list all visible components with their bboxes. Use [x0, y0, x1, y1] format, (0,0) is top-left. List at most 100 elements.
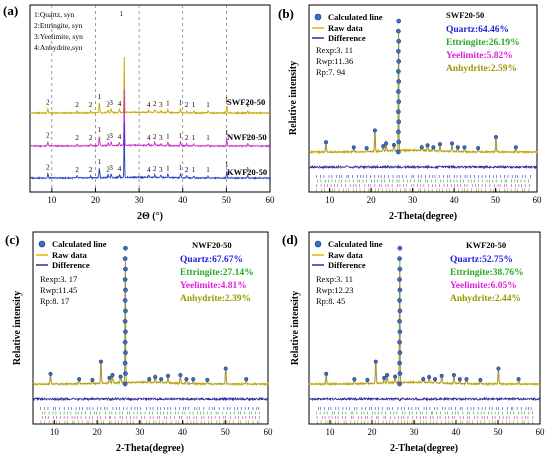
calculated-point: [123, 371, 128, 376]
key-yeelimite: 3:Yeelimite, syn: [34, 32, 83, 41]
peak-id-label: 1: [225, 129, 229, 137]
calculated-point: [391, 142, 397, 147]
calculated-point: [396, 79, 402, 84]
calculated-point: [123, 266, 128, 272]
panel-a-key: 1:Quartz, syn 2:Ettringite, syn 3:Yeelim…: [34, 10, 83, 52]
peak-id-label: 3: [109, 132, 113, 140]
panel-c-traces: [32, 245, 269, 424]
calculated-point: [449, 141, 455, 146]
peak-id-label: 2: [185, 166, 189, 174]
peak-id-label: 3: [159, 134, 163, 142]
calculated-point: [351, 145, 356, 150]
panel-a-tick-label: 20: [91, 195, 101, 205]
calculated-point: [118, 374, 123, 379]
calculated-point: [397, 256, 402, 261]
panel-b-tick-label: 60: [533, 195, 543, 205]
calculated-point: [396, 99, 402, 104]
legend-calculated-line: Calculated line: [328, 239, 383, 249]
phase-anhydrite: Anhydrite:2.39%: [180, 294, 251, 304]
calculated-point: [77, 377, 82, 382]
phase-quartz: Quartz:67.67%: [180, 255, 243, 265]
calculated-point: [191, 377, 196, 382]
panel-c-tick-label: 30: [135, 427, 145, 437]
calculated-point: [373, 359, 378, 364]
peak-id-label: 3: [109, 164, 113, 172]
panel-a-traces: [29, 56, 271, 181]
calculated-point: [431, 145, 436, 150]
phase-quartz: Quartz:52.75%: [450, 255, 513, 265]
calculated-point: [123, 350, 128, 356]
peak-id-label: 1: [166, 164, 170, 172]
stat-rexp: Rexp:3. 11: [316, 45, 353, 55]
calculated-point: [493, 135, 499, 140]
panel-b-y-axis-label: Relative intensity: [288, 61, 299, 135]
calculated-point: [107, 375, 112, 380]
calculated-point: [396, 109, 401, 115]
calculated-point: [457, 377, 462, 382]
calculated-point: [385, 373, 390, 378]
phase-yeelimite: Yeelimite:4.81%: [180, 281, 247, 291]
panel-d-label: (d): [282, 232, 298, 247]
calculated-line: [309, 260, 540, 385]
peak-id-label: 1: [192, 166, 196, 174]
legend-difference: Difference: [328, 260, 366, 270]
panel-d-tick-label: 30: [410, 427, 420, 437]
phase-ettringite: Ettringite:26.19%: [446, 38, 520, 48]
peak-id-label: 2: [153, 100, 157, 108]
calculated-point: [372, 128, 377, 133]
calculated-line: [309, 32, 537, 153]
legend-raw-data: Raw data: [328, 23, 363, 33]
peak-id-label: 4: [147, 166, 151, 174]
calculated-point: [396, 18, 402, 24]
peak-id-label: 1: [246, 101, 250, 109]
panel-d-sample-name: KWF20-50: [466, 240, 506, 250]
phase-yeelimite: Yeelimite:5.82%: [446, 51, 513, 61]
calculated-point: [122, 277, 128, 282]
peak-id-label: 1: [246, 166, 250, 174]
panel-a-tick-label: 10: [47, 195, 57, 205]
calculated-point: [397, 339, 402, 345]
panel-a-label: (a): [3, 3, 18, 18]
trace-label-kwf: KWF20-50: [227, 167, 267, 177]
panel-b-frame: [308, 4, 538, 193]
calculated-point: [365, 377, 370, 382]
legend-calculated-marker: [314, 240, 322, 248]
panel-a-tick-label: 60: [266, 195, 276, 205]
panel-d-x-axis-label: 2-Theta(degree): [390, 443, 458, 454]
calculated-point: [123, 245, 128, 251]
peak-id-label: 2: [75, 166, 79, 174]
calculated-point: [496, 366, 501, 371]
panel-b-legend: Calculated line Raw data Difference: [312, 12, 383, 43]
calculated-point: [516, 377, 521, 382]
calculated-point: [397, 360, 402, 366]
legend-difference: Difference: [52, 260, 90, 270]
calculated-point: [419, 145, 424, 150]
peak-id-label: 2: [89, 101, 93, 109]
calculated-point: [323, 140, 329, 145]
calculated-point: [90, 377, 95, 382]
legend-difference: Difference: [328, 33, 366, 43]
key-quartz: 1:Quartz, syn: [34, 10, 75, 19]
panel-b-label: (b): [278, 6, 294, 21]
peak-id-label: 1: [206, 134, 210, 142]
legend-raw-data: Raw data: [52, 250, 87, 260]
peak-id-label: 1: [192, 101, 196, 109]
calculated-point: [396, 38, 402, 44]
difference-line: [32, 396, 269, 402]
panel-b: (b) 10 20 30 40 50 60 2-Theta(degree) Relativ…: [278, 4, 543, 222]
peak-id-label: 2: [106, 100, 110, 108]
phase-yeelimite: Yeelimite:6.05%: [450, 281, 517, 291]
calculated-point: [205, 377, 210, 382]
peak-id-label: 1: [179, 164, 183, 172]
calculated-point: [147, 377, 152, 382]
legend-calculated-line: Calculated line: [328, 12, 383, 22]
phase-quartz: Quartz:64.46%: [446, 25, 509, 35]
stat-rp: Rp:8. 17: [40, 296, 69, 306]
panel-d-tick-label: 20: [368, 427, 378, 437]
panel-d-frame: [308, 231, 541, 425]
peak-id-label: 2: [75, 134, 79, 142]
calculated-point: [396, 129, 401, 135]
